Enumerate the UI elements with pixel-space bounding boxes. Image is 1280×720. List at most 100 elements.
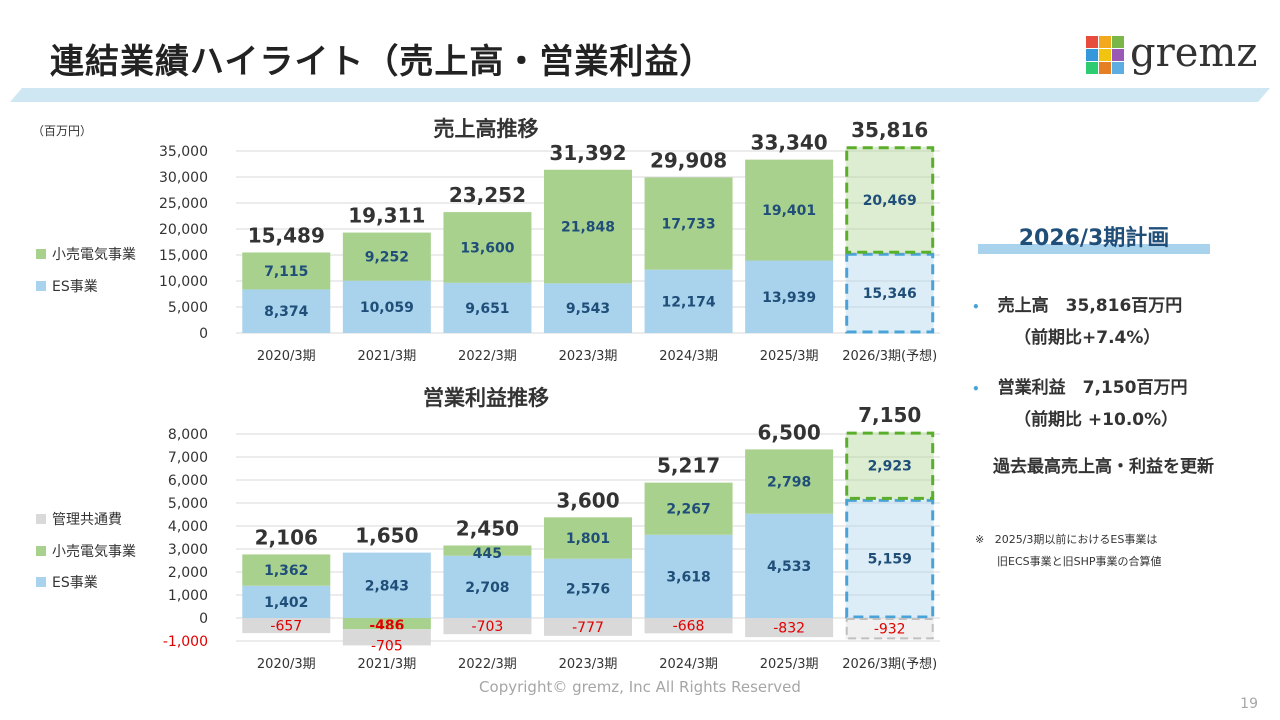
- gremz-logo: gremz: [1086, 30, 1257, 82]
- x-tick-label: 2024/3期: [659, 657, 718, 672]
- bar-segment-retail: [443, 212, 532, 283]
- data-label-es: 9,543: [566, 301, 610, 317]
- x-tick-label: 2025/3期: [760, 349, 819, 364]
- total-label: 3,600: [556, 488, 619, 512]
- x-tick-label: 2026/3期(予想): [842, 656, 937, 672]
- legend-es: ES事業: [36, 276, 98, 296]
- legend-retail: 小売電気事業: [36, 244, 136, 264]
- bar-segment-retail: [544, 517, 632, 559]
- legend-retail-label: 小売電気事業: [52, 544, 136, 560]
- bar-segment-retail: [745, 159, 834, 261]
- x-tick-label: 2020/3期: [257, 349, 316, 364]
- chart-title: 営業利益推移: [423, 386, 549, 410]
- data-label-mgmt: -703: [472, 619, 504, 635]
- note-mark: ※: [975, 533, 985, 546]
- bar-segment-es: [845, 253, 934, 333]
- page-number: 19: [1240, 696, 1258, 712]
- bar-segment-es: [845, 499, 934, 618]
- y-tick-label: 15,000: [159, 248, 208, 264]
- data-label-retail: 1,801: [566, 531, 610, 547]
- legend-mgmt-label: 管理共通費: [52, 512, 122, 528]
- data-label-retail: -486: [369, 618, 404, 634]
- page-title: 連結業績ハイライト（売上高・営業利益）: [50, 42, 715, 82]
- total-label: 2,106: [255, 525, 318, 549]
- bullet-icon: •: [972, 382, 980, 396]
- bar-segment-es: [443, 555, 532, 618]
- copyright: Copyright© gremz, Inc All Rights Reserve…: [479, 678, 801, 696]
- plan-record-text: 過去最高売上高・利益を更新: [993, 457, 1214, 477]
- x-tick-label: 2026/3期(予想): [842, 348, 937, 364]
- y-tick-label: 2,000: [168, 565, 208, 581]
- bar-segment-mgmt: [443, 618, 532, 635]
- total-label: 31,392: [549, 141, 626, 165]
- data-label-mgmt: -832: [773, 621, 805, 637]
- forecast-outline-es: [845, 252, 935, 334]
- data-label-retail: 13,600: [460, 240, 514, 256]
- bar-segment-retail: [644, 482, 733, 535]
- bar-segment-es: [544, 558, 632, 618]
- bar-segment-mgmt: [644, 618, 733, 634]
- data-label-retail: 21,848: [561, 220, 615, 236]
- data-label-mgmt: -657: [270, 619, 302, 635]
- bar-segment-mgmt: [242, 618, 331, 634]
- bar-segment-es: [242, 585, 331, 618]
- x-tick-label: 2024/3期: [659, 349, 718, 364]
- data-label-es: 12,174: [662, 294, 716, 310]
- legend-es-label: ES事業: [52, 575, 98, 591]
- data-label-retail: 7,115: [264, 264, 308, 280]
- data-label-retail: 9,252: [365, 250, 409, 266]
- legend-es-2: ES事業: [36, 572, 98, 592]
- total-label: 1,650: [355, 524, 418, 548]
- x-tick-label: 2020/3期: [257, 657, 316, 672]
- data-label-retail: 2,923: [868, 459, 912, 475]
- data-label-es: 5,159: [868, 552, 912, 568]
- note-text-1: 2025/3期以前におけるES事業は: [994, 533, 1158, 546]
- legend-es-swatch: [36, 577, 46, 587]
- logo-mark-icon: [1086, 36, 1124, 74]
- plan-item-sales: • 売上高 35,816百万円: [972, 291, 1182, 316]
- y-tick-label: 0: [199, 611, 208, 627]
- data-label-es: 1,402: [264, 595, 308, 611]
- bar-segment-es: [745, 260, 834, 333]
- y-tick-label: 10,000: [159, 274, 208, 290]
- forecast-outline-retail: [845, 431, 935, 500]
- data-label-mgmt: -777: [572, 620, 604, 636]
- bullet-icon: •: [972, 300, 980, 314]
- bar-segment-es: [242, 289, 331, 333]
- total-label: 19,311: [348, 204, 425, 228]
- bar-segment-retail: [644, 177, 733, 270]
- note-line-2: 旧ECS事業と旧SHP事業の合算値: [997, 555, 1162, 568]
- data-label-es: 9,651: [465, 301, 509, 317]
- data-label-es: 15,346: [863, 286, 917, 302]
- forecast-outline-es: [845, 498, 935, 619]
- data-label-retail: 17,733: [662, 217, 716, 233]
- x-tick-label: 2022/3期: [458, 657, 517, 672]
- data-label-es: 2,708: [465, 580, 509, 596]
- y-tick-label: 4,000: [168, 519, 208, 535]
- bar-segment-es: [745, 513, 834, 618]
- data-label-retail: 20,469: [863, 193, 917, 209]
- legend-retail-swatch: [36, 249, 46, 259]
- plan-item-profit-text: 営業利益 7,150百万円: [997, 378, 1188, 398]
- legend-retail-2: 小売電気事業: [36, 541, 136, 561]
- total-label: 33,340: [751, 131, 828, 155]
- plan-item-sales-text: 売上高 35,816百万円: [997, 296, 1183, 316]
- data-label-es: 4,533: [767, 559, 811, 575]
- data-label-es: 8,374: [264, 304, 309, 320]
- bar-segment-retail: [845, 432, 934, 500]
- y-tick-label: 7,000: [168, 450, 208, 466]
- x-tick-label: 2023/3期: [559, 349, 618, 364]
- data-label-es: 3,618: [666, 569, 710, 585]
- bar-segment-mgmt: [745, 618, 834, 638]
- bar-segment-retail: [745, 449, 834, 514]
- bar-segment-retail: [544, 169, 632, 284]
- data-label-retail: 2,798: [767, 475, 811, 491]
- total-label: 35,816: [851, 118, 928, 142]
- x-tick-label: 2025/3期: [760, 657, 819, 672]
- total-label: 6,500: [758, 420, 821, 444]
- total-label: 2,450: [456, 516, 519, 540]
- y-tick-label: 25,000: [159, 196, 208, 212]
- bar-segment-mgmt: [342, 629, 431, 646]
- data-label-es: 13,939: [762, 290, 816, 306]
